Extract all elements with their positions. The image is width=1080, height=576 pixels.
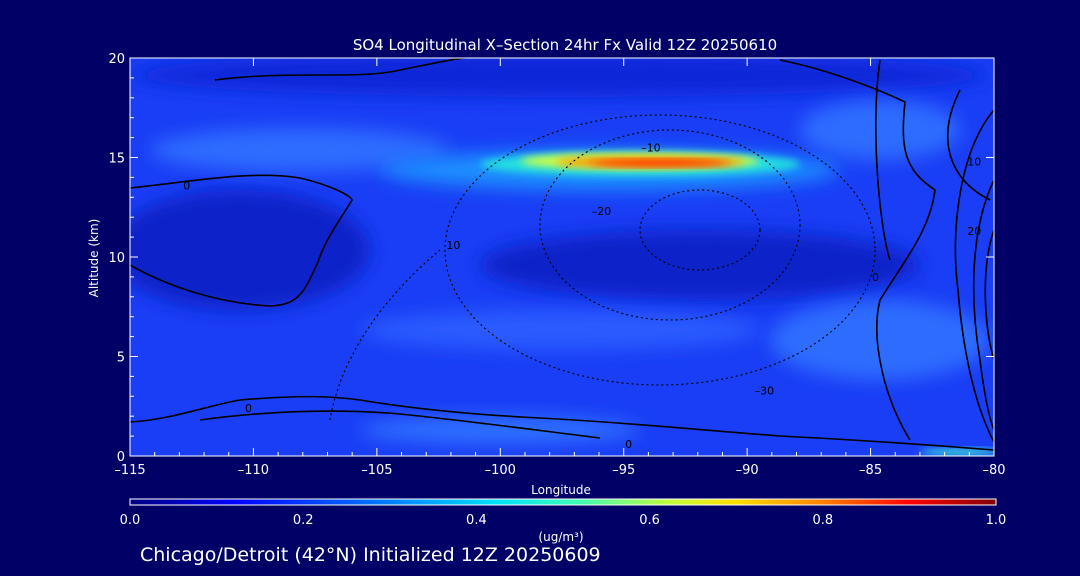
concentration-field bbox=[130, 58, 994, 456]
contour-east-2 bbox=[946, 89, 991, 201]
contour-0-west bbox=[130, 174, 353, 307]
contour-neg-mid bbox=[539, 129, 801, 321]
colorbar bbox=[129, 498, 997, 506]
light-region-east bbox=[770, 300, 990, 380]
x-tick-label: –115 bbox=[114, 463, 145, 478]
contour-east-3 bbox=[954, 109, 994, 443]
contour-label: 20 bbox=[967, 225, 981, 238]
footer-caption: Chicago/Detroit (42°N) Initialized 12Z 2… bbox=[140, 544, 601, 566]
dark-region-west bbox=[130, 190, 370, 310]
dark-region-mid bbox=[480, 230, 920, 300]
contour-label: 0 bbox=[183, 179, 190, 192]
contour-dotted-west bbox=[329, 249, 441, 421]
contour-label: –30 bbox=[755, 384, 775, 397]
light-region-east-upper bbox=[800, 100, 960, 160]
x-tick-label: –95 bbox=[612, 463, 635, 478]
colorbar-tick-label: 0.6 bbox=[639, 513, 660, 528]
contour-label: 0 bbox=[245, 402, 252, 415]
contour-neg-inner bbox=[639, 189, 761, 271]
contour-label: 10 bbox=[446, 239, 460, 252]
colorbar-tick-label: 0.0 bbox=[120, 513, 141, 528]
colorbar-tick-label: 0.2 bbox=[293, 513, 314, 528]
contour-label: –10 bbox=[641, 142, 661, 155]
contour-east-5 bbox=[984, 229, 994, 361]
light-band-surface bbox=[360, 416, 640, 444]
y-tick-label: 20 bbox=[108, 52, 125, 67]
contour-east-1 bbox=[779, 59, 936, 441]
contour-neg-outer bbox=[444, 114, 876, 386]
x-tick-label: –85 bbox=[859, 463, 882, 478]
y-axis-label: Altitude (km) bbox=[87, 219, 101, 298]
contour-label: –20 bbox=[592, 205, 612, 218]
colorbar-tick-label: 1.0 bbox=[986, 513, 1007, 528]
colorbar-tick-label: 0.8 bbox=[812, 513, 833, 528]
contour-east-4 bbox=[972, 179, 994, 431]
colorbar-ticks: 0.0 0.2 0.4 0.6 0.8 1.0 bbox=[120, 513, 1007, 528]
chart-title: SO4 Longitudinal X–Section 24hr Fx Valid… bbox=[353, 36, 777, 54]
contour-east-6 bbox=[875, 59, 891, 261]
dark-band-top bbox=[130, 58, 990, 97]
contour-label: 0 bbox=[625, 438, 632, 451]
x-axis-label: Longitude bbox=[531, 483, 591, 497]
contour-label: 10 bbox=[967, 155, 981, 168]
x-tick-label: –100 bbox=[485, 463, 516, 478]
colorbar-label: (ug/m³) bbox=[538, 530, 583, 544]
contour-0-surface-2 bbox=[199, 410, 601, 439]
surface-hotspot bbox=[920, 449, 994, 455]
y-tick-label: 5 bbox=[117, 351, 125, 366]
light-band-mid bbox=[360, 310, 760, 350]
x-tick-label: –105 bbox=[361, 463, 392, 478]
contour-labels: 0 0 0 –10 –20 10 –30 10 20 0 bbox=[183, 142, 981, 452]
y-tick-label: 0 bbox=[117, 450, 125, 465]
contour-0-surface bbox=[130, 395, 994, 451]
y-tick-label: 15 bbox=[108, 152, 125, 167]
contour-label: 0 bbox=[872, 271, 879, 284]
plume-red bbox=[590, 160, 730, 166]
y-axis: 0 5 10 15 20 bbox=[108, 52, 994, 465]
y-tick-label: 10 bbox=[108, 251, 125, 266]
x-tick-label: –90 bbox=[736, 463, 759, 478]
light-band-upper-west bbox=[150, 128, 450, 172]
x-tick-label: –110 bbox=[238, 463, 269, 478]
x-axis: –115 –110 –105 –100 –95 –90 –85 –80 bbox=[114, 58, 1006, 478]
solid-contours bbox=[130, 58, 994, 451]
x-tick-label: –80 bbox=[982, 463, 1005, 478]
dotted-contours bbox=[329, 114, 876, 421]
colorbar-tick-label: 0.4 bbox=[466, 513, 487, 528]
